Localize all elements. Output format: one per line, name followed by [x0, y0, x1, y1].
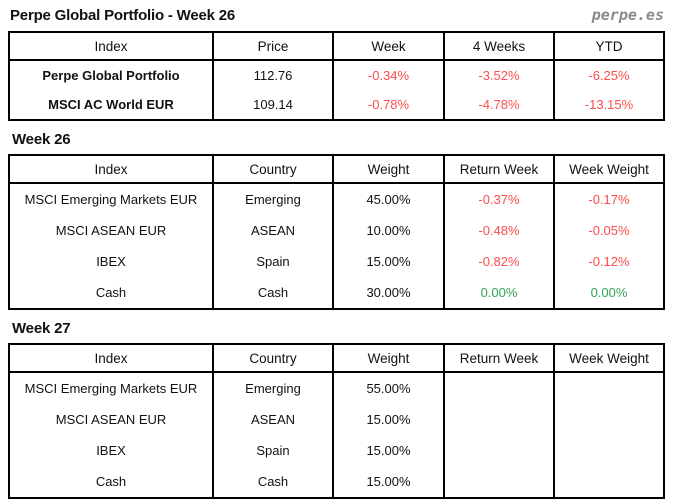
- col-header-index: Index: [8, 32, 214, 60]
- col-header-index: Index: [8, 344, 214, 372]
- col-header-country: Country: [212, 344, 334, 372]
- table-row: MSCI Emerging Markets EUR Emerging 55.00…: [8, 372, 665, 404]
- cell-index: Perpe Global Portfolio: [8, 60, 214, 90]
- cell-return-week: -0.82%: [443, 246, 555, 278]
- cell-index: MSCI ASEAN EUR: [8, 214, 214, 246]
- cell-week-weight: -0.17%: [553, 183, 665, 215]
- cell-week-weight: -0.12%: [553, 246, 665, 278]
- cell-week: -0.78%: [332, 90, 445, 120]
- cell-return-week: 0.00%: [443, 277, 555, 309]
- cell-weight: 10.00%: [332, 214, 445, 246]
- table-row: MSCI Emerging Markets EUR Emerging 45.00…: [8, 183, 665, 215]
- cell-country: ASEAN: [212, 214, 334, 246]
- cell-price: 109.14: [212, 90, 334, 120]
- cell-ytd: -13.15%: [553, 90, 665, 120]
- section-heading-week27: Week 27: [12, 320, 71, 337]
- cell-country: Spain: [212, 435, 334, 467]
- cell-weight: 15.00%: [332, 403, 445, 435]
- col-header-country: Country: [212, 155, 334, 183]
- cell-week-weight: [553, 435, 665, 467]
- table-row: Perpe Global Portfolio 112.76 -0.34% -3.…: [8, 60, 665, 90]
- week27-header-row: Index Country Weight Return Week Week We…: [8, 344, 665, 372]
- week26-allocation-table: Index Country Weight Return Week Week We…: [8, 154, 665, 310]
- performance-table: Index Price Week 4 Weeks YTD Perpe Globa…: [8, 31, 665, 121]
- cell-index: MSCI AC World EUR: [8, 90, 214, 120]
- page-title: Perpe Global Portfolio - Week 26: [10, 7, 236, 24]
- col-header-week-weight: Week Weight: [553, 155, 665, 183]
- col-header-index: Index: [8, 155, 214, 183]
- cell-weight: 30.00%: [332, 277, 445, 309]
- titlebar: Perpe Global Portfolio - Week 26 perpe.e…: [8, 6, 666, 26]
- table-row: MSCI ASEAN EUR ASEAN 10.00% -0.48% -0.05…: [8, 214, 665, 246]
- cell-index: IBEX: [8, 435, 214, 467]
- cell-weight: 15.00%: [332, 246, 445, 278]
- cell-weight: 15.00%: [332, 435, 445, 467]
- cell-return-week: [443, 372, 555, 404]
- col-header-week-weight: Week Weight: [553, 344, 665, 372]
- table-row: Cash Cash 15.00%: [8, 466, 665, 498]
- cell-weight: 15.00%: [332, 466, 445, 498]
- cell-country: Cash: [212, 277, 334, 309]
- section-heading-week26: Week 26: [12, 131, 71, 148]
- col-header-return-week: Return Week: [443, 155, 555, 183]
- cell-week-weight: [553, 403, 665, 435]
- cell-return-week: [443, 466, 555, 498]
- cell-return-week: [443, 403, 555, 435]
- cell-index: IBEX: [8, 246, 214, 278]
- cell-week-weight: [553, 466, 665, 498]
- cell-4weeks: -3.52%: [443, 60, 555, 90]
- cell-index: MSCI ASEAN EUR: [8, 403, 214, 435]
- col-header-price: Price: [212, 32, 334, 60]
- cell-country: Emerging: [212, 372, 334, 404]
- col-header-4weeks: 4 Weeks: [443, 32, 555, 60]
- cell-week: -0.34%: [332, 60, 445, 90]
- cell-country: Spain: [212, 246, 334, 278]
- cell-weight: 45.00%: [332, 183, 445, 215]
- cell-country: Emerging: [212, 183, 334, 215]
- cell-return-week: [443, 435, 555, 467]
- week27-allocation-table: Index Country Weight Return Week Week We…: [8, 343, 665, 499]
- cell-4weeks: -4.78%: [443, 90, 555, 120]
- table-row: IBEX Spain 15.00% -0.82% -0.12%: [8, 246, 665, 278]
- cell-weight: 55.00%: [332, 372, 445, 404]
- cell-country: ASEAN: [212, 403, 334, 435]
- cell-country: Cash: [212, 466, 334, 498]
- table-row: MSCI ASEAN EUR ASEAN 15.00%: [8, 403, 665, 435]
- table-row: IBEX Spain 15.00%: [8, 435, 665, 467]
- cell-return-week: -0.48%: [443, 214, 555, 246]
- cell-week-weight: [553, 372, 665, 404]
- cell-ytd: -6.25%: [553, 60, 665, 90]
- cell-week-weight: 0.00%: [553, 277, 665, 309]
- cell-week-weight: -0.05%: [553, 214, 665, 246]
- cell-index: MSCI Emerging Markets EUR: [8, 183, 214, 215]
- col-header-week: Week: [332, 32, 445, 60]
- week26-header-row: Index Country Weight Return Week Week We…: [8, 155, 665, 183]
- performance-header-row: Index Price Week 4 Weeks YTD: [8, 32, 665, 60]
- col-header-weight: Weight: [332, 155, 445, 183]
- table-row: MSCI AC World EUR 109.14 -0.78% -4.78% -…: [8, 90, 665, 120]
- cell-index: MSCI Emerging Markets EUR: [8, 372, 214, 404]
- cell-return-week: -0.37%: [443, 183, 555, 215]
- table-row: Cash Cash 30.00% 0.00% 0.00%: [8, 277, 665, 309]
- perpe-logo[interactable]: perpe.es: [591, 6, 664, 24]
- col-header-ytd: YTD: [553, 32, 665, 60]
- col-header-weight: Weight: [332, 344, 445, 372]
- cell-price: 112.76: [212, 60, 334, 90]
- cell-index: Cash: [8, 277, 214, 309]
- col-header-return-week: Return Week: [443, 344, 555, 372]
- cell-index: Cash: [8, 466, 214, 498]
